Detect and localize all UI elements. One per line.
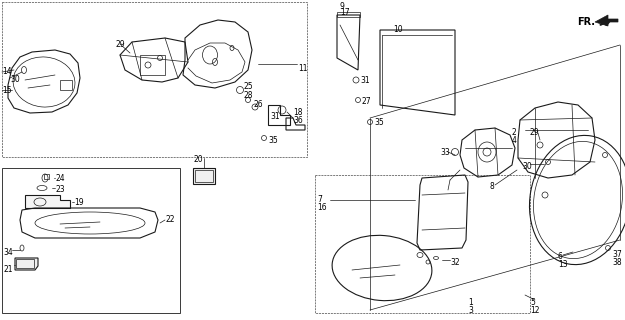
Text: 22: 22 bbox=[165, 215, 174, 224]
Bar bbox=[140, 55, 165, 75]
Text: 34: 34 bbox=[3, 248, 12, 257]
Bar bbox=[337, 12, 360, 17]
Polygon shape bbox=[595, 15, 618, 26]
Bar bbox=[315, 175, 530, 313]
Text: 6: 6 bbox=[558, 252, 563, 261]
Text: 7: 7 bbox=[317, 195, 322, 204]
Bar bbox=[60, 80, 72, 90]
Text: 20: 20 bbox=[193, 155, 202, 164]
Bar bbox=[44, 174, 49, 179]
Text: 24: 24 bbox=[55, 174, 64, 183]
Bar bbox=[193, 168, 215, 184]
Text: 23: 23 bbox=[55, 185, 64, 194]
Text: 17: 17 bbox=[340, 8, 349, 17]
Text: 14: 14 bbox=[2, 67, 12, 76]
Text: FR.: FR. bbox=[577, 17, 595, 27]
Bar bbox=[2, 2, 307, 157]
Text: 2: 2 bbox=[512, 128, 517, 137]
Text: 28: 28 bbox=[243, 91, 252, 100]
Text: 10: 10 bbox=[393, 25, 402, 34]
Text: 19: 19 bbox=[74, 198, 84, 207]
Text: 36: 36 bbox=[293, 116, 302, 125]
Text: 18: 18 bbox=[293, 108, 302, 117]
Text: 16: 16 bbox=[317, 203, 327, 212]
Bar bbox=[195, 170, 213, 182]
Text: 4: 4 bbox=[512, 136, 517, 145]
Polygon shape bbox=[15, 258, 38, 270]
Polygon shape bbox=[25, 195, 70, 208]
Bar bbox=[16, 259, 34, 268]
Text: 12: 12 bbox=[530, 306, 539, 315]
Text: 30: 30 bbox=[10, 75, 20, 84]
Text: 27: 27 bbox=[362, 97, 372, 106]
Text: 35: 35 bbox=[374, 118, 384, 127]
Text: 13: 13 bbox=[558, 260, 568, 269]
Text: 9: 9 bbox=[340, 2, 345, 11]
Text: 3: 3 bbox=[468, 306, 473, 315]
Bar bbox=[2, 168, 180, 313]
Text: 37: 37 bbox=[612, 250, 622, 259]
Text: 31: 31 bbox=[271, 112, 280, 121]
Text: 21: 21 bbox=[3, 265, 12, 274]
Text: 1: 1 bbox=[468, 298, 472, 307]
Text: 26: 26 bbox=[253, 100, 262, 109]
Text: 38: 38 bbox=[612, 258, 622, 267]
Text: 35: 35 bbox=[268, 136, 278, 145]
Text: 33: 33 bbox=[440, 148, 450, 157]
Text: 29: 29 bbox=[116, 40, 126, 49]
Text: 25: 25 bbox=[243, 82, 252, 91]
Text: 15: 15 bbox=[2, 86, 12, 95]
Text: 8: 8 bbox=[490, 182, 495, 191]
Text: 5: 5 bbox=[530, 298, 535, 307]
Text: 11: 11 bbox=[298, 64, 308, 73]
Text: 30: 30 bbox=[522, 162, 532, 171]
Text: 29: 29 bbox=[530, 128, 539, 137]
Text: 32: 32 bbox=[450, 258, 459, 267]
Text: 31: 31 bbox=[360, 76, 369, 85]
